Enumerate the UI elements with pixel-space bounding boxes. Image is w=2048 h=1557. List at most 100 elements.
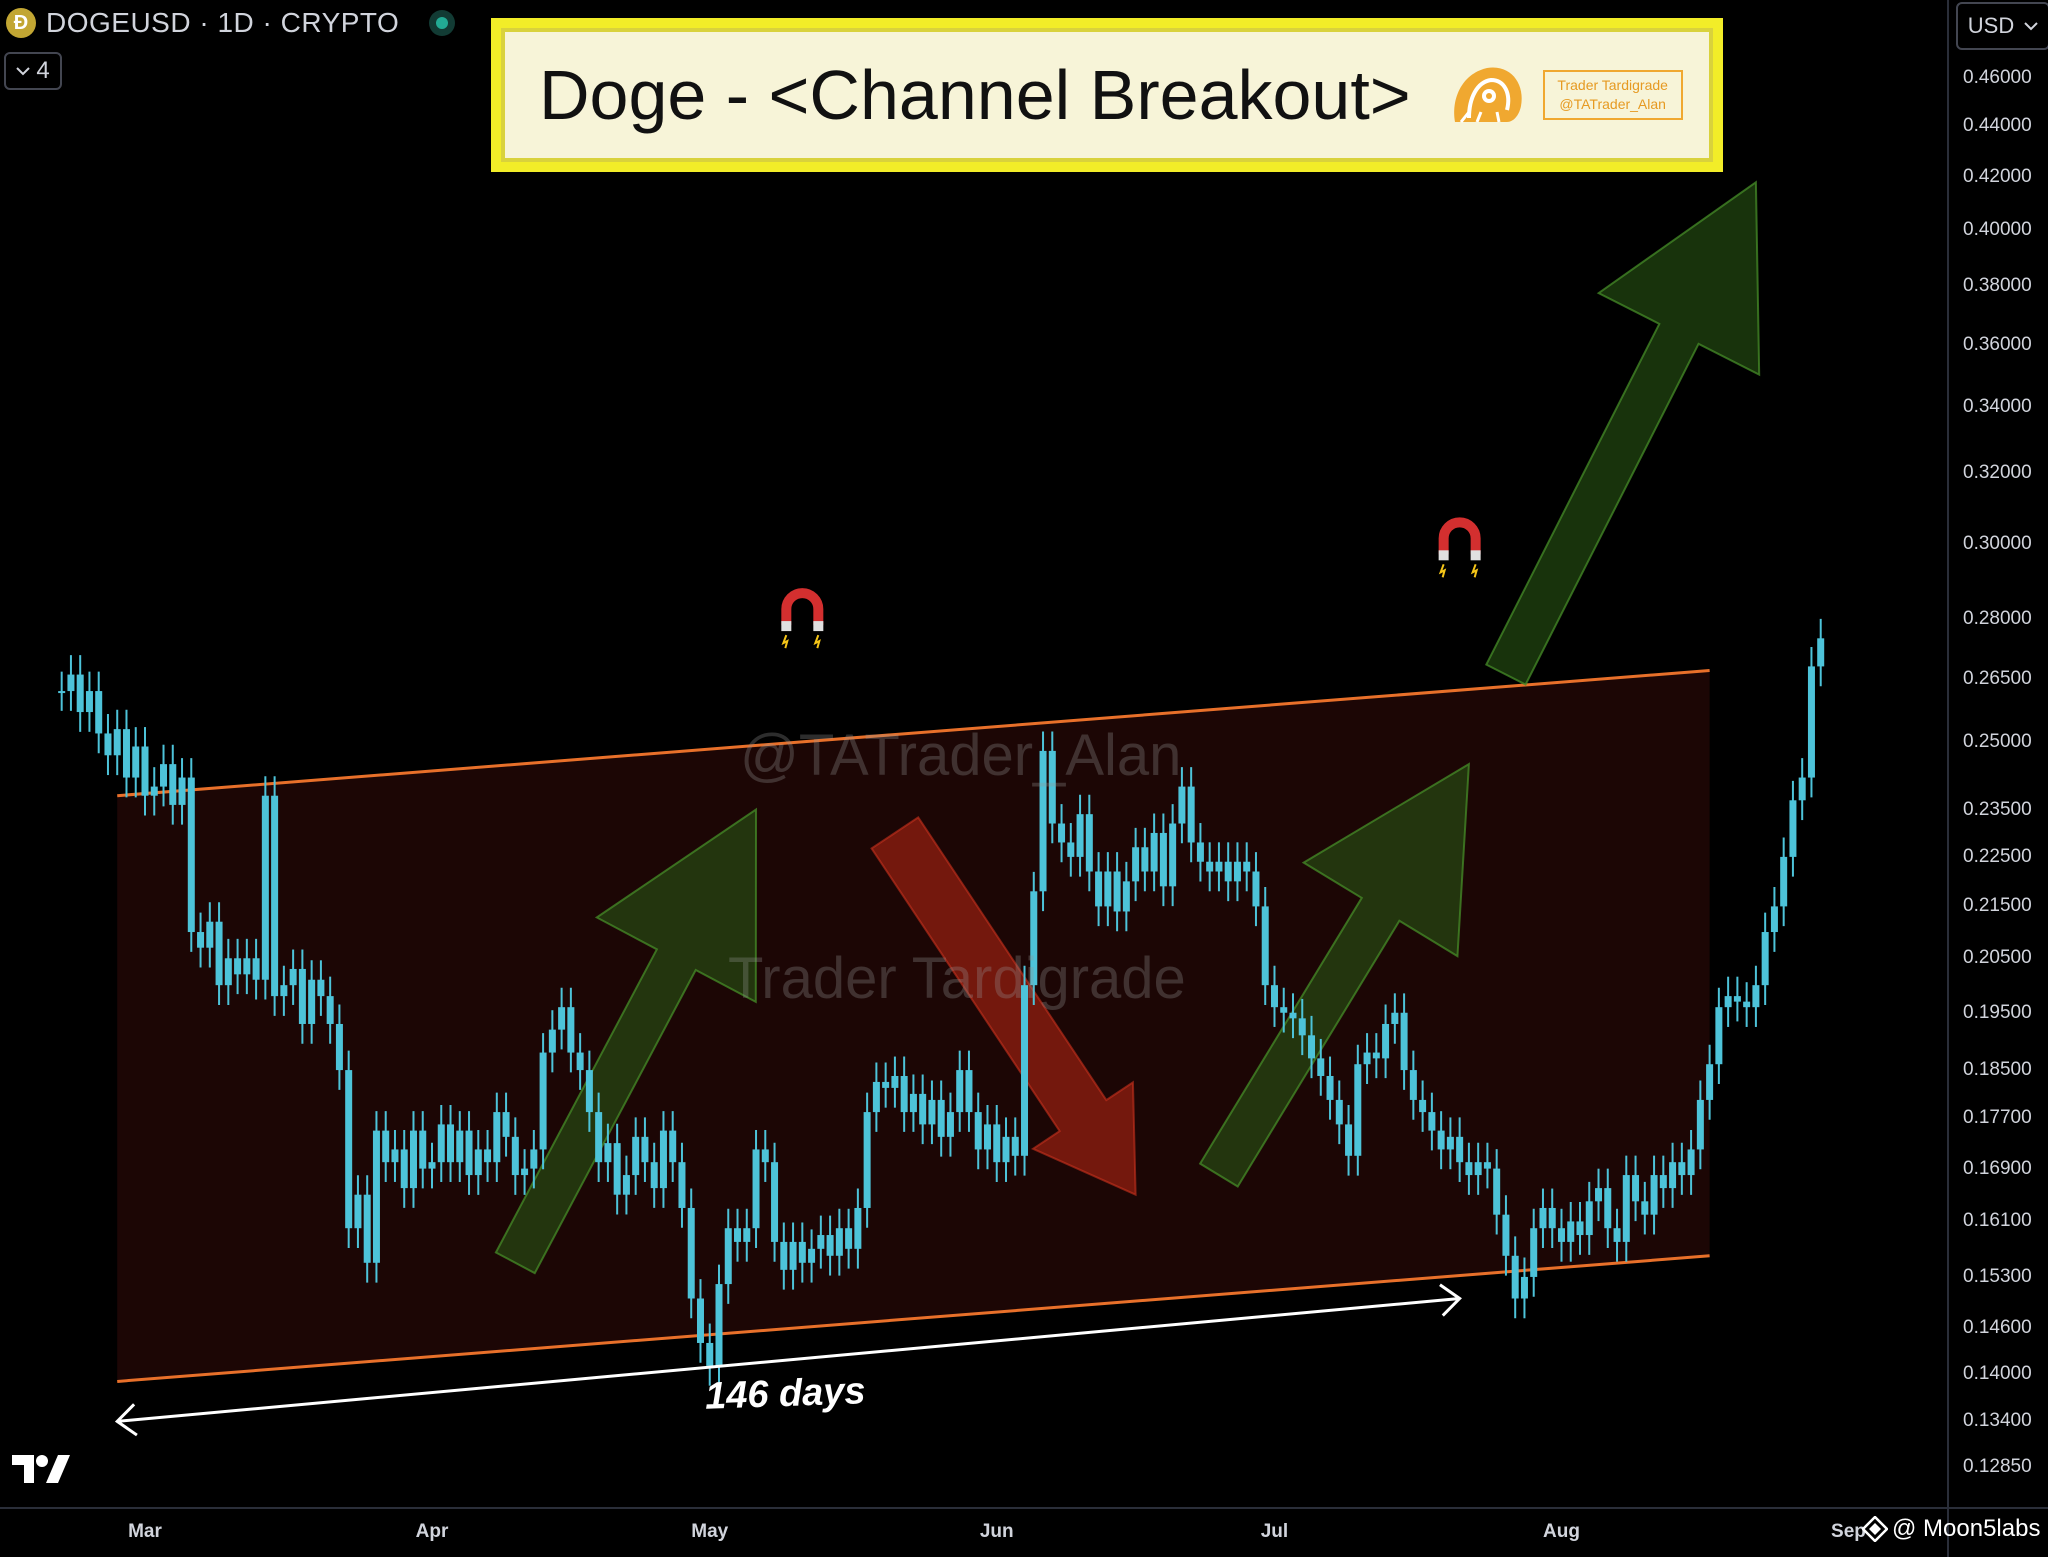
candle-body	[197, 932, 205, 948]
candle-body	[261, 795, 269, 980]
measure-line	[117, 1297, 1460, 1423]
candle-body	[743, 1228, 751, 1242]
candle-body	[1113, 871, 1121, 912]
candle-body	[1696, 1099, 1704, 1150]
candle-body	[67, 674, 75, 692]
candle-body	[400, 1149, 408, 1189]
duration-label: 146 days	[704, 1370, 867, 1418]
candle-body	[632, 1136, 640, 1176]
candle-body	[882, 1081, 890, 1088]
price-tick-label: 0.15300	[1963, 1265, 2032, 1287]
candle-body	[1132, 847, 1140, 882]
candle-body	[1039, 750, 1047, 892]
candle-body	[1465, 1162, 1473, 1176]
indicators-toggle-button[interactable]: 4	[4, 52, 62, 90]
currency-select[interactable]: USD	[1956, 2, 2048, 50]
candle-body	[484, 1149, 492, 1163]
candle-body	[1511, 1255, 1519, 1299]
moon5labs-logo-icon	[1862, 1516, 1888, 1542]
candle-body	[1585, 1201, 1593, 1236]
candle-body	[1058, 823, 1066, 843]
market-status-icon[interactable]	[429, 10, 456, 36]
candle-body	[808, 1248, 816, 1263]
candle-body	[1687, 1149, 1695, 1176]
candle-body	[372, 1130, 380, 1263]
magnet-body	[781, 588, 824, 626]
symbol-label[interactable]: DOGEUSD · 1D · CRYPTO	[46, 7, 400, 38]
candle-body	[447, 1124, 455, 1163]
tradingview-logo-icon	[12, 1455, 70, 1483]
candle-body	[76, 674, 84, 713]
candle-body	[919, 1093, 927, 1125]
candle-body	[1770, 906, 1778, 933]
candle-body	[659, 1130, 667, 1189]
magnet-tip	[813, 621, 824, 632]
magnet-spark	[781, 634, 789, 649]
candle-body	[1141, 847, 1149, 872]
banner-title: Doge - <Channel Breakout>	[539, 56, 1411, 134]
candle-body	[206, 921, 214, 948]
candle-body	[1419, 1099, 1427, 1113]
candle-body	[845, 1228, 853, 1249]
candle-body	[789, 1241, 797, 1270]
candle-body	[354, 1194, 362, 1229]
candle-body	[85, 691, 93, 713]
candle-body	[1613, 1228, 1621, 1242]
candle-body	[178, 777, 186, 805]
candle-body	[974, 1112, 982, 1150]
candle-body	[1326, 1075, 1334, 1100]
candle-body	[141, 746, 149, 796]
time-tick-label: May	[691, 1521, 729, 1542]
candle-body	[1715, 1007, 1723, 1065]
candle-body	[1104, 871, 1112, 907]
brand-handle: @TATrader_Alan	[1559, 96, 1666, 112]
candle-body	[1437, 1130, 1445, 1150]
candle-body	[1243, 861, 1251, 872]
up-arrow	[1484, 180, 1761, 686]
candle-body	[539, 1052, 547, 1150]
candle-body	[798, 1241, 806, 1263]
candle-body	[817, 1235, 825, 1249]
candle-body	[585, 1070, 593, 1113]
candle-body	[687, 1207, 695, 1299]
price-tick-label: 0.21500	[1963, 895, 2032, 917]
magnet-body	[1438, 517, 1481, 555]
candle-body	[1224, 861, 1232, 882]
candle-body	[1502, 1214, 1510, 1256]
price-tick-label: 0.16100	[1963, 1210, 2032, 1232]
candle-body	[1002, 1136, 1010, 1163]
symbol-header[interactable]: Ð DOGEUSD · 1D · CRYPTO	[0, 0, 456, 46]
down-arrow	[870, 816, 1137, 1197]
price-tick-label: 0.38000	[1963, 275, 2032, 297]
candle-body	[1011, 1136, 1019, 1156]
candle-body	[641, 1136, 649, 1163]
candle-body	[132, 746, 140, 778]
time-tick-label: Apr	[415, 1521, 449, 1542]
candle-body	[1724, 996, 1732, 1008]
price-tick-label: 0.19500	[1963, 1001, 2032, 1023]
candle-body	[1076, 814, 1084, 857]
candle-body	[308, 979, 316, 1024]
candle-body	[1400, 1012, 1408, 1071]
candle-body	[1548, 1207, 1556, 1229]
candle-body	[1206, 861, 1214, 872]
candle-body	[104, 733, 112, 756]
candle-body	[1150, 832, 1158, 872]
candle-body	[780, 1241, 788, 1270]
dogecoin-icon: Ð	[6, 8, 36, 38]
candle-body	[1270, 985, 1278, 1008]
magnet-tip	[781, 621, 792, 632]
candle-body	[1391, 1012, 1399, 1024]
time-tick-label: Jun	[979, 1521, 1014, 1542]
candle-body	[1308, 1035, 1316, 1059]
price-tick-label: 0.40000	[1963, 219, 2032, 241]
candle-body	[1345, 1124, 1353, 1156]
candle-body	[1493, 1168, 1501, 1215]
candle-body	[854, 1207, 862, 1249]
magnet-tip	[1438, 550, 1449, 561]
candle-body	[1159, 832, 1167, 887]
credit: @ Moon5labs	[1862, 1515, 2040, 1543]
candle-body	[456, 1130, 464, 1163]
price-tick-label: 0.46000	[1963, 67, 2032, 88]
